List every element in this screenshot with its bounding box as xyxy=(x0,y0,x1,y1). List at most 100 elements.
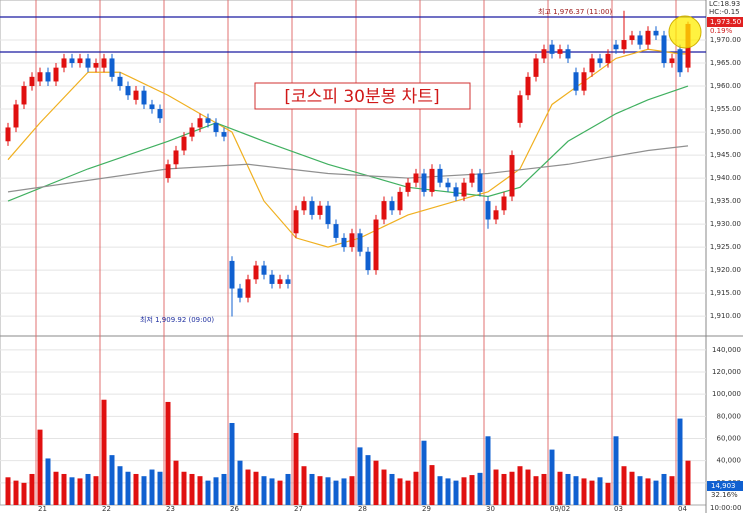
candle-body xyxy=(501,196,507,211)
candle-body xyxy=(109,58,115,77)
volume-bar xyxy=(333,480,339,505)
volume-bar xyxy=(277,480,283,505)
volume-bar xyxy=(205,480,211,505)
x-tick-label: 09/02 xyxy=(550,505,570,513)
volume-bar xyxy=(269,478,275,505)
last-volume: 14,903 xyxy=(711,482,736,490)
volume-bar xyxy=(549,449,555,505)
candle-body xyxy=(189,127,195,137)
volume-bar xyxy=(429,465,435,505)
volume-bar xyxy=(557,471,563,505)
x-tick-label: 04 xyxy=(678,505,687,513)
volume-bar xyxy=(189,473,195,505)
y2-tick-label: 60,000 xyxy=(717,435,742,443)
candle-body xyxy=(181,136,187,151)
volume-bar xyxy=(645,478,651,505)
volume-bar xyxy=(653,480,659,505)
volume-bar xyxy=(149,469,155,505)
candle-body xyxy=(301,201,307,211)
candle-body xyxy=(173,150,179,165)
volume-bar xyxy=(413,471,419,505)
volume-bar xyxy=(141,476,147,505)
candle-body xyxy=(605,53,611,64)
candle-body xyxy=(133,90,139,100)
volume-bar xyxy=(669,476,675,505)
y-tick-label: 1,935.00 xyxy=(710,197,741,205)
x-tick-label: 23 xyxy=(166,505,175,513)
volume-bar xyxy=(389,473,395,505)
volume-bar xyxy=(45,458,51,505)
highlight-circle xyxy=(668,15,702,49)
y2-tick-label: 80,000 xyxy=(717,412,742,420)
candle-body xyxy=(61,58,67,68)
candle-body xyxy=(45,72,51,82)
volume-bar xyxy=(461,477,467,505)
candle-body xyxy=(213,122,219,133)
candle-body xyxy=(397,191,403,211)
volume-bar xyxy=(637,476,643,505)
volume-bar xyxy=(181,471,187,505)
candle-body xyxy=(53,67,59,82)
candle-body xyxy=(285,279,291,284)
volume-bar xyxy=(501,473,507,505)
candle-body xyxy=(261,265,267,275)
candle-body xyxy=(85,58,91,68)
candle-body xyxy=(661,35,667,64)
volume-bar xyxy=(453,480,459,505)
volume-bar xyxy=(13,480,19,505)
candle-body xyxy=(581,72,587,91)
x-tick-label: 28 xyxy=(358,505,367,513)
x-tick-label: 30 xyxy=(486,505,495,513)
y-tick-label: 1,970.00 xyxy=(710,36,741,44)
volume-bar xyxy=(437,476,443,505)
volume-box xyxy=(707,481,743,491)
volume-bar xyxy=(493,469,499,505)
candle-body xyxy=(349,233,355,248)
chart-title: [코스피 30분봉 차트] xyxy=(284,87,439,107)
volume-bar xyxy=(237,460,243,505)
volume-bar xyxy=(477,472,483,505)
volume-bar xyxy=(21,482,27,505)
volume-bar xyxy=(445,478,451,505)
volume-bar xyxy=(285,473,291,505)
volume-bar xyxy=(317,476,323,505)
candle-body xyxy=(341,237,347,248)
candle-body xyxy=(445,182,451,188)
volume-bar xyxy=(77,478,83,505)
volume-bar xyxy=(93,476,99,505)
candle-body xyxy=(5,127,11,142)
volume-bar xyxy=(349,476,355,505)
volume-bar xyxy=(309,473,315,505)
volume-bar xyxy=(365,455,371,505)
volume-bar xyxy=(605,482,611,505)
x-tick-label: 26 xyxy=(230,505,239,513)
volume-bar xyxy=(261,476,267,505)
volume-bar xyxy=(589,480,595,505)
volume-bar xyxy=(485,436,491,505)
x-tick-label: 29 xyxy=(422,505,431,513)
title-box xyxy=(254,82,471,110)
candle-body xyxy=(509,155,515,197)
y-tick-label: 1,930.00 xyxy=(710,220,741,228)
candle-body xyxy=(37,72,43,82)
y-tick-label: 1,940.00 xyxy=(710,174,741,182)
candle-body xyxy=(197,118,203,128)
volume-bar xyxy=(525,469,531,505)
y-tick-label: 1,925.00 xyxy=(710,243,741,251)
y-tick-label: 1,915.00 xyxy=(710,289,741,297)
volume-bar xyxy=(517,466,523,505)
candle-body xyxy=(365,251,371,271)
volume-bar xyxy=(581,478,587,505)
volume-bar xyxy=(5,477,11,505)
candle-body xyxy=(333,224,339,238)
volume-bar xyxy=(341,478,347,505)
volume-bar xyxy=(629,471,635,505)
volume-bar xyxy=(565,473,571,505)
candle-body xyxy=(589,58,595,73)
candle-body xyxy=(533,58,539,77)
volume-bar xyxy=(293,432,299,505)
candle-body xyxy=(157,109,163,119)
volume-bar xyxy=(109,455,115,505)
last-price: 1,973.50 xyxy=(710,18,741,26)
candle-body xyxy=(93,63,99,68)
